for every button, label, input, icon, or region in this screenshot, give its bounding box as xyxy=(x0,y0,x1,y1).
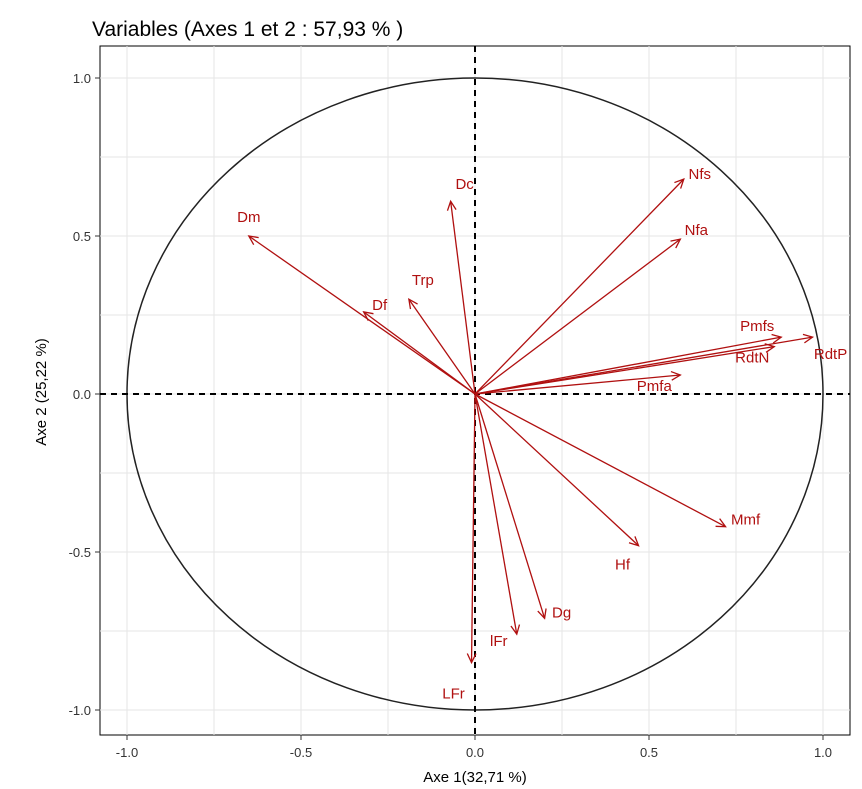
arrowhead-rdtp xyxy=(802,333,815,344)
arrowhead-trp xyxy=(408,297,418,310)
x-tick-label: 1.0 xyxy=(814,745,832,760)
arrow-lfr xyxy=(474,393,518,635)
arrow-dg xyxy=(474,393,546,619)
arrow-dc xyxy=(449,201,476,395)
label-lfr: LFr xyxy=(442,686,465,703)
x-tick-label: 0.0 xyxy=(466,745,484,760)
label-pmfs: Pmfs xyxy=(740,318,774,335)
variable-arrows: Dm Dc Df Trp Nfs Nfa Pmfs RdtN RdtP Pmfa Mmf Hf Dg lF… xyxy=(237,166,847,702)
x-tick-label: -1.0 xyxy=(116,745,138,760)
label-rdtp: RdtP xyxy=(814,346,847,363)
arrowhead-pmfs xyxy=(771,333,783,344)
axis-ticks: -1.0 -0.5 0.0 0.5 1.0 -1.0 -0.5 0.0 0.5 1.0 xyxy=(69,71,832,760)
arrowhead-hf xyxy=(628,536,640,547)
label-mmf: Mmf xyxy=(731,512,761,529)
chart-title: Variables (Axes 1 et 2 : 57,93 % ) xyxy=(92,18,403,41)
y-tick-label: -0.5 xyxy=(69,545,91,560)
arrow-pmfa xyxy=(474,374,681,395)
y-tick-label: 0.5 xyxy=(73,229,91,244)
y-tick-label: 0.0 xyxy=(73,387,91,402)
arrow-lfr xyxy=(470,393,476,663)
label-nfa: Nfa xyxy=(685,222,709,239)
y-tick-label: -1.0 xyxy=(69,703,91,718)
arrowhead-lfr xyxy=(510,624,521,636)
label-trp: Trp xyxy=(412,272,434,289)
arrowhead-dg xyxy=(537,608,547,620)
arrow-hf xyxy=(474,393,640,547)
arrow-mmf xyxy=(474,393,726,528)
arrow-nfs xyxy=(474,178,685,395)
arrowhead-dm xyxy=(247,235,259,246)
y-axis-title: Axe 2 (25,22 %) xyxy=(33,338,50,446)
arrowhead-pmfa xyxy=(670,370,682,381)
arrowhead-nfa xyxy=(670,238,682,249)
arrow-df xyxy=(363,311,476,395)
arrowhead-dc xyxy=(446,199,457,211)
label-dg: Dg xyxy=(552,604,571,621)
arrowhead-mmf xyxy=(715,518,727,528)
label-df: Df xyxy=(372,297,388,314)
label-nfs: Nfs xyxy=(689,166,712,183)
arrowhead-df xyxy=(362,310,374,321)
arrow-pmfs xyxy=(474,336,782,395)
label-hf: Hf xyxy=(615,557,631,574)
arrow-rdtp xyxy=(474,336,813,395)
label-rdtn: RdtN xyxy=(735,350,769,367)
x-axis-title: Axe 1(32,71 %) xyxy=(423,769,526,786)
label-dm: Dm xyxy=(237,209,260,226)
x-tick-label: 0.5 xyxy=(640,745,658,760)
arrow-trp xyxy=(408,298,476,395)
label-pmfa: Pmfa xyxy=(637,378,673,395)
arrow-nfa xyxy=(474,238,681,395)
y-tick-label: 1.0 xyxy=(73,71,91,86)
arrow-dm xyxy=(248,235,476,395)
label-dc: Dc xyxy=(455,176,474,193)
label-lfr: lFr xyxy=(490,633,508,650)
arrowhead-lfr xyxy=(466,653,477,665)
x-tick-label: -0.5 xyxy=(290,745,312,760)
arrowhead-nfs xyxy=(674,178,685,189)
